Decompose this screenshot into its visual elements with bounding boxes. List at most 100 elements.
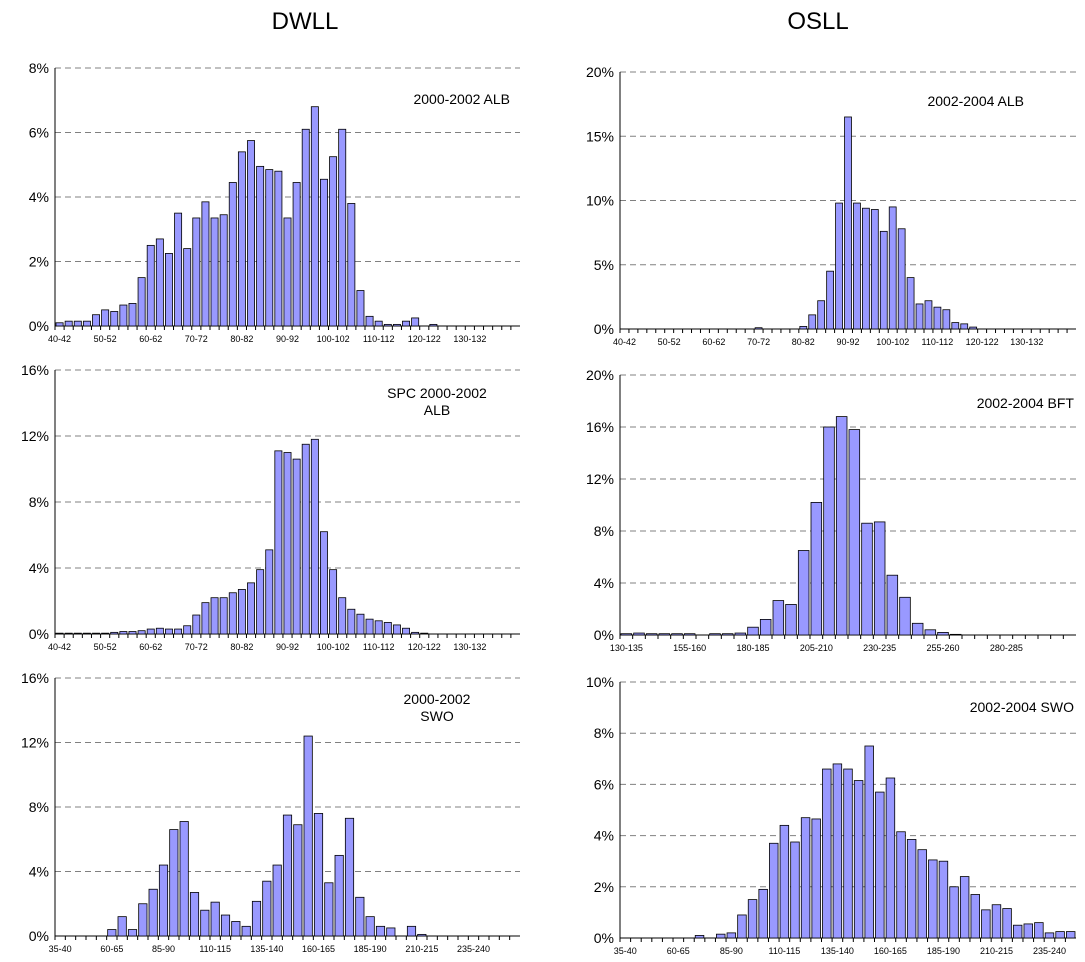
y-tick-label: 10% [586,193,614,209]
bar [417,933,427,937]
chart-5: 0% 4% 8% 12% 16% 35-40 60-65 85-90 110-115 135-14… [21,670,520,954]
y-tick-label: 6% [29,125,49,141]
chart-annotation: SPC 2000-2002 [387,385,487,401]
bar [301,128,310,327]
bar [324,882,334,937]
bar [769,842,779,939]
bar [429,323,438,327]
bar [808,314,817,330]
bar [645,633,658,636]
bar [138,903,148,937]
bar [915,303,924,330]
bar [938,860,949,939]
bar [174,628,183,635]
bar [832,763,843,939]
bar [779,824,790,939]
bar [870,209,879,330]
bar [709,633,721,636]
bar [158,864,169,937]
y-tick-label: 0% [594,321,614,337]
x-tick-label: 255-260 [926,643,959,653]
bar [355,896,365,937]
bar [282,814,293,937]
bar [119,631,128,635]
bar [885,777,896,939]
bar [293,824,303,937]
x-tick-label: 60-65 [667,946,690,956]
bar [201,602,210,635]
bar [231,921,241,937]
y-tick-label: 2% [594,879,614,895]
bar [148,888,158,937]
bar [896,831,906,939]
x-tick-label: 100-102 [876,337,909,347]
bar [310,438,319,635]
bar [128,303,137,327]
bar [864,745,874,939]
y-tick-label: 15% [586,128,614,144]
bar [862,207,870,330]
bar [283,217,292,327]
bar [210,597,219,635]
bar [101,632,110,635]
x-tick-label: 155-160 [673,643,706,653]
bar [128,631,137,635]
bar [981,909,991,939]
y-tick-label: 20% [586,64,614,80]
bar [848,429,861,636]
chart-6: 0% 2% 4% 6% 8% 10% 35-40 60-65 85-90 110-115 135-1… [586,674,1076,956]
bar [383,622,392,635]
y-tick-label: 4% [594,828,614,844]
bar [334,854,344,937]
chart-annotation: 2000-2002 ALB [413,91,510,107]
chart-annotation: 2002-2004 SWO [970,699,1074,715]
bar [758,888,768,939]
bar [228,592,237,635]
x-tick-label: 230-235 [863,643,896,653]
bar [386,927,396,937]
x-tick-label: 70-72 [185,642,208,652]
bar [274,170,283,327]
bar [879,230,888,330]
bar [406,925,417,937]
bar [959,876,970,939]
bar [146,628,155,635]
x-tick-label: 50-52 [658,337,681,347]
y-tick-label: 8% [594,523,614,539]
x-tick-label: 80-82 [230,642,253,652]
bar [165,253,173,327]
bar [329,569,338,635]
x-tick-label: 60-62 [702,337,725,347]
bar [292,182,301,327]
bar [107,929,117,937]
y-tick-label: 6% [594,776,614,792]
bar [338,597,347,635]
x-tick-label: 130-132 [1010,337,1043,347]
bar [800,817,811,939]
y-tick-label: 0% [29,318,49,334]
bar [942,309,951,330]
x-tick-label: 70-72 [185,334,208,344]
bar [344,817,355,937]
x-tick-label: 120-122 [408,334,441,344]
bar [137,630,146,635]
chart-annotation: 2002-2004 ALB [927,93,1024,109]
x-tick-label: 110-112 [922,337,954,347]
bar [1044,932,1055,939]
bar [861,522,873,636]
bar [811,818,821,939]
y-tick-label: 0% [29,626,49,642]
y-tick-label: 16% [586,419,614,435]
bar [873,521,886,636]
chart-4: 0% 4% 8% 12% 16% 20% 130-135 155-160 180-185 205-… [586,367,1076,653]
bar [683,633,696,636]
bar [272,864,282,937]
bar [411,317,420,327]
bar [853,202,861,330]
x-tick-label: 85-90 [152,944,175,954]
bar [313,813,324,937]
bar [169,829,179,937]
bar [383,323,392,327]
bar [949,886,959,939]
x-tick-label: 60-62 [139,334,162,344]
